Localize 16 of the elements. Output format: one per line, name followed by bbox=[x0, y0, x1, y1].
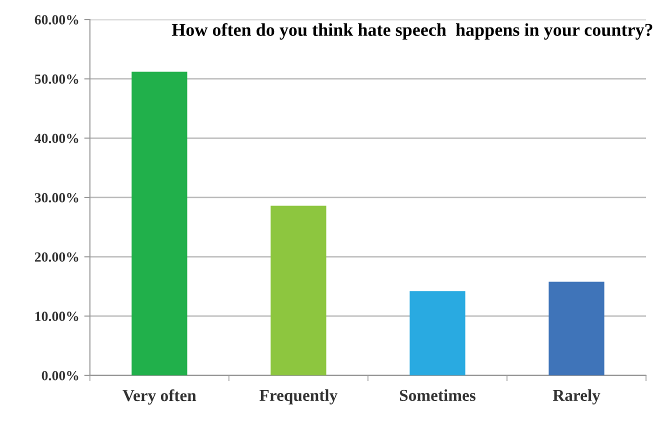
x-tick-label: Very often bbox=[122, 389, 196, 405]
y-tick-label: 50.00% bbox=[34, 74, 78, 84]
bar bbox=[132, 72, 188, 376]
x-tick-label: Frequently bbox=[260, 389, 338, 404]
y-tick-label: 0.00% bbox=[42, 370, 78, 380]
bar bbox=[410, 291, 466, 376]
y-tick-label: 20.00% bbox=[34, 252, 78, 262]
y-tick-label: 60.00% bbox=[34, 15, 78, 25]
bar bbox=[270, 206, 326, 376]
x-tick-label: Rarely bbox=[552, 389, 600, 404]
y-tick-label: 30.00% bbox=[34, 193, 78, 202]
x-tick-label: Sometimes bbox=[400, 389, 476, 402]
y-tick-label: 40.00% bbox=[34, 134, 78, 144]
y-tick-label: 10.00% bbox=[35, 312, 78, 322]
bar bbox=[548, 282, 604, 376]
chart-title: How often do you think hate speech happens in your country? bbox=[172, 23, 652, 40]
